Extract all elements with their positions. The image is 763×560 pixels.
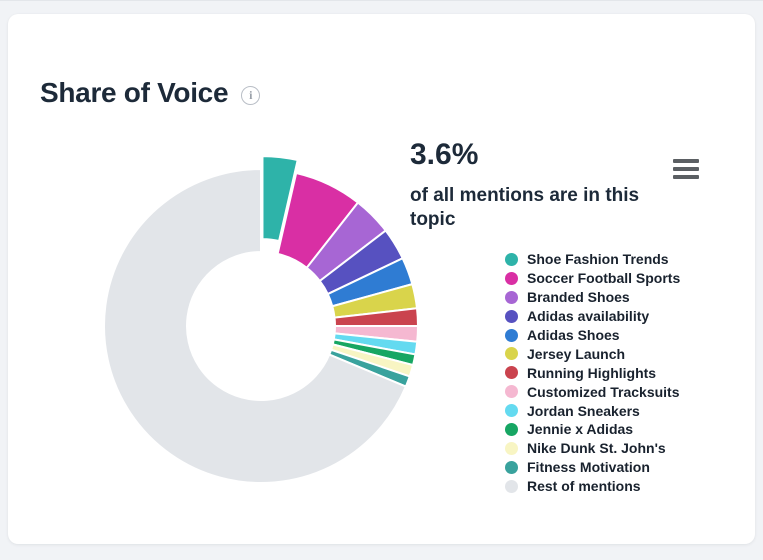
- legend-label: Customized Tracksuits: [527, 383, 680, 400]
- legend-swatch-icon: [505, 404, 518, 418]
- topic-share-stat: 3.6% of all mentions are in this topic: [410, 138, 650, 232]
- legend-item[interactable]: Rest of mentions: [505, 477, 680, 496]
- legend-swatch-icon: [505, 385, 518, 399]
- legend-item[interactable]: Customized Tracksuits: [505, 382, 680, 401]
- chart-menu-button[interactable]: [671, 157, 702, 181]
- legend-item[interactable]: Running Highlights: [505, 363, 680, 382]
- stat-caption: of all mentions are in this topic: [410, 185, 640, 230]
- legend-swatch-icon: [505, 460, 518, 474]
- legend-item[interactable]: Soccer Football Sports: [505, 269, 680, 288]
- legend-swatch-icon: [505, 479, 518, 493]
- legend-label: Branded Shoes: [527, 289, 630, 306]
- legend-swatch-icon: [505, 252, 518, 266]
- legend-swatch-icon: [505, 347, 518, 361]
- page-title: Share of Voice: [40, 77, 229, 108]
- legend-item[interactable]: Branded Shoes: [505, 288, 680, 307]
- legend-label: Rest of mentions: [527, 478, 641, 495]
- legend-label: Adidas availability: [527, 308, 650, 325]
- legend-swatch-icon: [505, 441, 518, 455]
- info-icon[interactable]: i: [241, 85, 261, 105]
- legend-label: Adidas Shoes: [527, 327, 620, 343]
- legend-label: Jennie x Adidas: [527, 421, 634, 438]
- legend-item[interactable]: Jordan Sneakers: [505, 401, 680, 420]
- legend-item[interactable]: Fitness Motivation: [505, 458, 680, 477]
- legend-label: Jersey Launch: [527, 345, 626, 362]
- chart-legend: Shoe Fashion Trends Soccer Football Sport…: [505, 250, 680, 496]
- legend-item[interactable]: Adidas Shoes: [505, 326, 680, 345]
- pie-slice[interactable]: [261, 156, 299, 242]
- legend-label: Fitness Motivation: [527, 459, 650, 476]
- hamburger-icon: [673, 159, 699, 163]
- legend-swatch-icon: [505, 366, 518, 380]
- legend-swatch-icon: [505, 290, 518, 304]
- pie-slice[interactable]: [103, 168, 407, 484]
- legend-item[interactable]: Jersey Launch: [505, 344, 680, 363]
- hamburger-icon: [673, 175, 699, 179]
- legend-item[interactable]: Jennie x Adidas: [505, 420, 680, 439]
- donut-chart[interactable]: [91, 156, 431, 496]
- share-of-voice-card: Share of Voice i 3.6% of all mentions ar…: [8, 14, 755, 544]
- legend-swatch-icon: [505, 422, 518, 436]
- legend-swatch-icon: [505, 309, 518, 323]
- legend-label: Nike Dunk St. John's: [527, 440, 666, 457]
- legend-item[interactable]: Shoe Fashion Trends: [505, 250, 680, 269]
- legend-item[interactable]: Adidas availability: [505, 307, 680, 326]
- legend-swatch-icon: [505, 328, 518, 342]
- legend-label: Jordan Sneakers: [527, 402, 640, 419]
- legend-label: Shoe Fashion Trends: [527, 251, 669, 268]
- hamburger-icon: [673, 167, 699, 171]
- legend-swatch-icon: [505, 271, 518, 285]
- legend-label: Soccer Football Sports: [527, 270, 681, 287]
- stat-value: 3.6%: [410, 138, 479, 171]
- legend-item[interactable]: Nike Dunk St. John's: [505, 439, 680, 458]
- legend-label: Running Highlights: [527, 364, 657, 381]
- card-header: Share of Voice i: [40, 77, 261, 108]
